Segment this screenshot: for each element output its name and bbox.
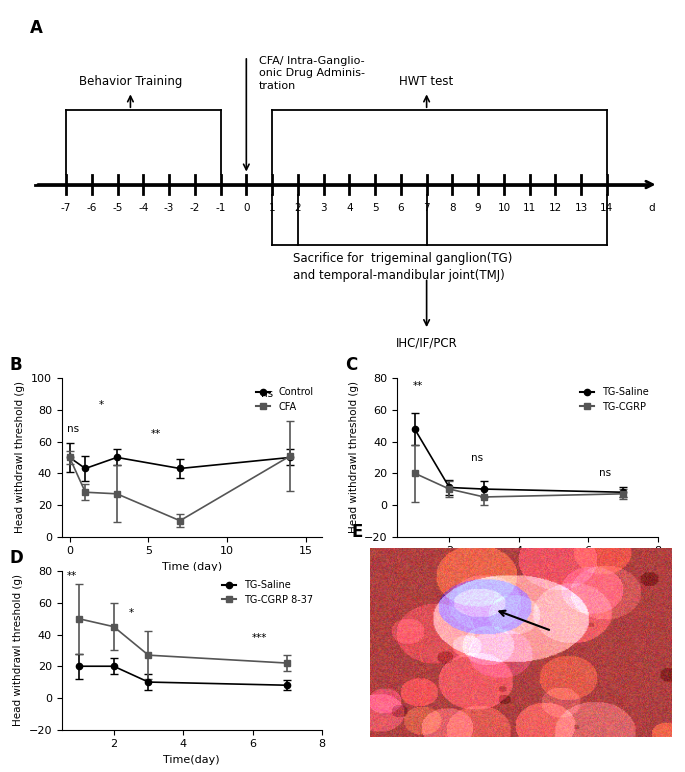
Text: 3: 3 [321, 203, 327, 213]
Y-axis label: Head withdrawl threshold (g): Head withdrawl threshold (g) [349, 381, 358, 533]
Legend: TG-Saline, TG-CGRP: TG-Saline, TG-CGRP [576, 383, 653, 416]
Text: 4: 4 [346, 203, 353, 213]
Text: 5: 5 [372, 203, 378, 213]
Text: IHC/IF/PCR: IHC/IF/PCR [396, 337, 458, 350]
Text: d: d [648, 203, 655, 213]
Text: -3: -3 [164, 203, 174, 213]
X-axis label: Time (day): Time (day) [497, 562, 558, 572]
Text: 1: 1 [269, 203, 275, 213]
Text: 6: 6 [397, 203, 404, 213]
Text: D: D [10, 550, 23, 567]
Text: A: A [30, 19, 43, 37]
Text: Behavior Training: Behavior Training [79, 75, 182, 88]
Text: -4: -4 [138, 203, 149, 213]
Text: *: * [129, 608, 134, 618]
X-axis label: Time (day): Time (day) [162, 562, 222, 572]
Text: 9: 9 [475, 203, 482, 213]
Text: 2: 2 [295, 203, 301, 213]
Text: -1: -1 [215, 203, 226, 213]
Legend: TG-Saline, TG-CGRP 8-37: TG-Saline, TG-CGRP 8-37 [218, 576, 317, 609]
Text: Sacrifice for  trigeminal ganglion(TG)
and temporal-mandibular joint(TMJ): Sacrifice for trigeminal ganglion(TG) an… [292, 252, 512, 283]
Y-axis label: Head withdrawl threshold (g): Head withdrawl threshold (g) [15, 381, 25, 533]
Text: HWT test: HWT test [399, 75, 453, 88]
Text: **: ** [67, 571, 77, 581]
Y-axis label: Head withdrawl threshold (g): Head withdrawl threshold (g) [13, 574, 23, 726]
Text: 13: 13 [575, 203, 588, 213]
Text: E: E [352, 523, 363, 540]
Text: **: ** [413, 381, 423, 391]
Text: -5: -5 [112, 203, 123, 213]
Legend: Control, CFA: Control, CFA [252, 383, 317, 416]
Text: -6: -6 [86, 203, 97, 213]
Text: -7: -7 [61, 203, 71, 213]
Text: 10: 10 [497, 203, 510, 213]
X-axis label: Time(day): Time(day) [164, 755, 220, 765]
Text: *: * [99, 401, 103, 411]
Text: 0: 0 [243, 203, 249, 213]
Text: 14: 14 [600, 203, 614, 213]
Text: ns: ns [471, 452, 483, 462]
Text: 7: 7 [423, 203, 430, 213]
Text: ns: ns [599, 469, 612, 479]
Text: 11: 11 [523, 203, 536, 213]
Text: ns: ns [66, 424, 79, 434]
Text: ***: *** [252, 633, 267, 643]
Text: C: C [345, 357, 358, 374]
Text: **: ** [151, 428, 162, 438]
Text: ns: ns [261, 389, 273, 399]
Text: 12: 12 [549, 203, 562, 213]
Text: CFA/ Intra-Ganglio-
onic Drug Adminis-
tration: CFA/ Intra-Ganglio- onic Drug Adminis- t… [259, 56, 365, 91]
Text: 8: 8 [449, 203, 456, 213]
Text: B: B [10, 357, 22, 374]
Text: -2: -2 [190, 203, 200, 213]
